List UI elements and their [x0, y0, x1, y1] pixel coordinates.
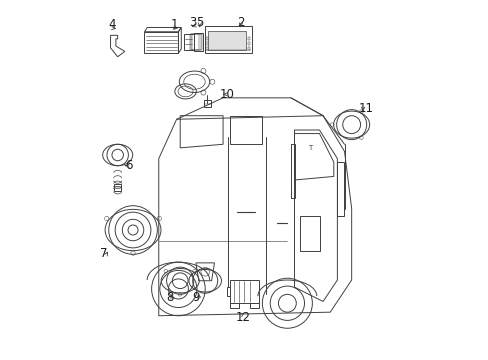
Text: 10: 10	[219, 88, 234, 101]
Bar	[191, 33, 200, 50]
Text: 1: 1	[171, 18, 178, 31]
Text: 8: 8	[165, 291, 173, 305]
Text: 5: 5	[196, 16, 203, 29]
Text: 11: 11	[358, 102, 373, 115]
Text: 2: 2	[237, 16, 244, 29]
Text: 4: 4	[108, 18, 116, 31]
Bar	[247, 47, 250, 50]
Bar	[144, 32, 178, 53]
Text: 6: 6	[124, 159, 132, 172]
Bar	[226, 287, 230, 296]
Text: T: T	[308, 145, 312, 151]
Bar	[207, 31, 245, 50]
Bar	[247, 42, 250, 45]
Bar	[192, 33, 201, 50]
Bar	[190, 33, 199, 50]
Bar	[230, 303, 238, 307]
Text: 12: 12	[235, 311, 250, 324]
Text: 3: 3	[189, 16, 196, 29]
Bar	[205, 26, 251, 53]
Bar	[206, 47, 208, 50]
Bar	[183, 33, 193, 50]
Bar	[230, 280, 258, 303]
Bar	[247, 37, 250, 40]
Bar	[206, 42, 208, 45]
Text: 9: 9	[192, 291, 200, 305]
Bar	[203, 100, 210, 107]
Text: 7: 7	[100, 247, 107, 260]
Bar	[250, 303, 258, 307]
Bar	[193, 33, 203, 51]
Bar	[206, 37, 208, 40]
Bar	[114, 184, 121, 191]
